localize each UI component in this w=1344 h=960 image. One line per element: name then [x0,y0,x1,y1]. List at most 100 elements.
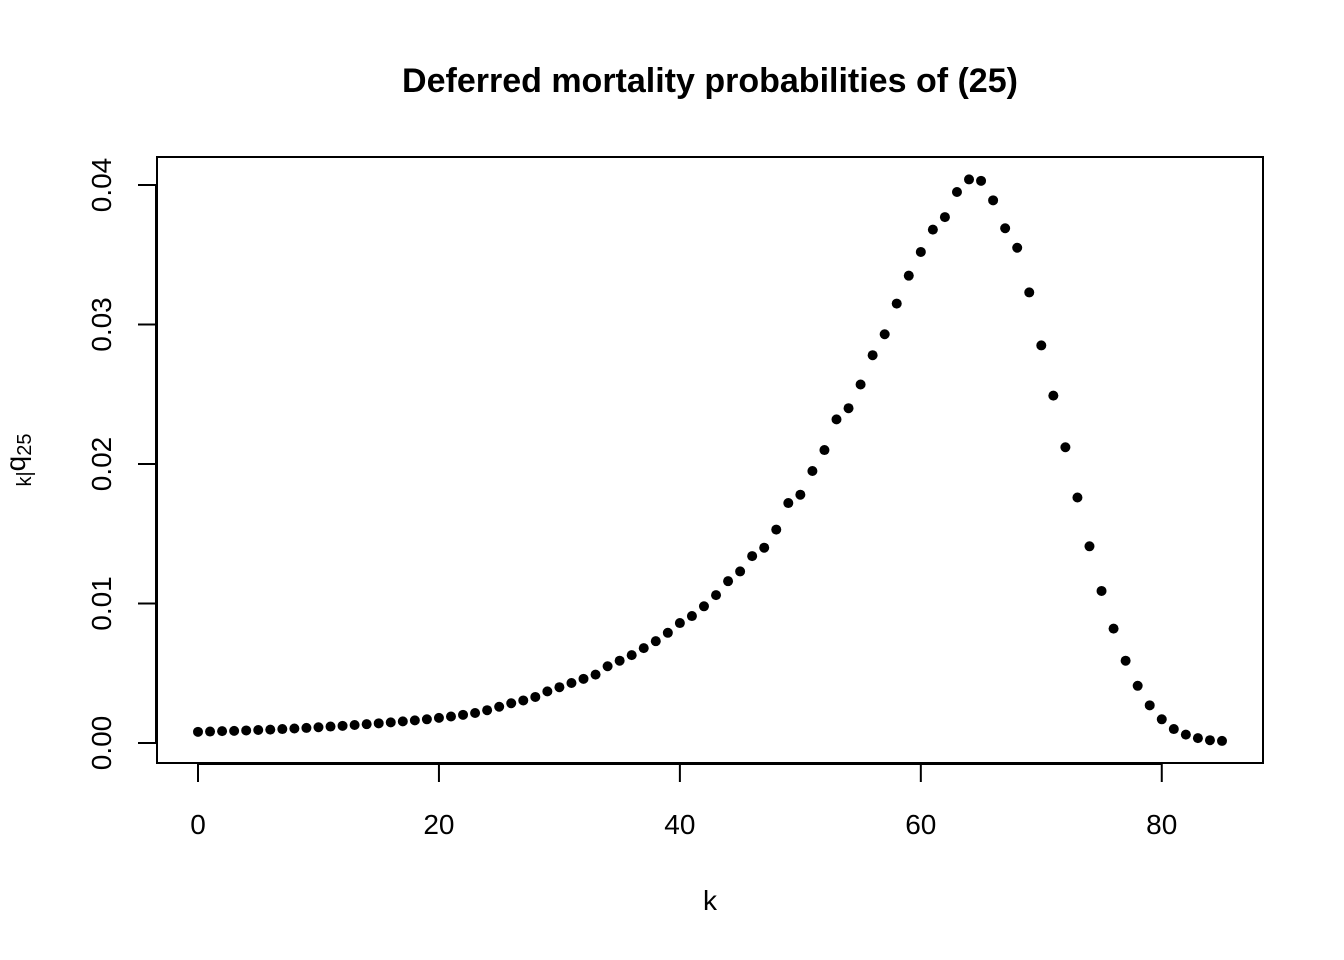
data-point [1096,585,1107,596]
data-point [590,669,601,680]
data-point [1012,242,1023,253]
data-point [964,174,975,185]
data-point [385,717,396,728]
data-point [578,673,589,684]
data-point [217,726,228,737]
data-point [723,576,734,587]
data-point [626,650,637,661]
data-point [554,682,565,693]
data-point [409,715,420,726]
data-point [1024,287,1035,298]
data-point [1060,442,1071,453]
data-point [542,686,553,697]
data-point [193,726,203,737]
data-point [1108,623,1119,634]
data-point [325,721,336,732]
chart-title: Deferred mortality probabilities of (25) [402,62,1018,100]
data-point [951,186,962,197]
data-point [277,724,288,735]
data-point [759,542,770,553]
data-point [867,350,878,361]
data-point [819,445,830,456]
data-point [735,566,746,577]
data-point [1168,724,1179,735]
data-point [530,691,541,702]
data-point [795,489,806,500]
data-point [373,718,384,729]
data-point [1120,655,1131,666]
data-points [193,174,1227,746]
x-tick-label: 60 [905,809,936,840]
data-point [711,590,722,601]
y-tick-label: 0.03 [86,297,117,352]
data-point [662,627,673,638]
y-axis-label: k|q25 [0,433,36,486]
x-tick-label: 40 [664,809,695,840]
data-point [843,403,854,414]
data-point [1000,223,1011,234]
x-axis-label: k [703,885,718,916]
data-point [506,698,517,709]
data-point [1084,541,1095,552]
data-point [433,712,444,723]
y-axis: 0.00 0.01 0.02 0.03 0.04 [86,158,157,771]
data-point [771,524,782,535]
data-point [397,716,408,727]
data-point [229,725,240,736]
x-tick-label: 80 [1146,809,1177,840]
data-point [976,175,987,186]
data-point [1132,680,1143,691]
data-point [1144,700,1155,711]
data-point [1072,492,1083,503]
data-point [253,725,264,736]
data-point [879,329,890,340]
data-point [482,705,493,716]
data-point [686,611,697,622]
data-point [915,246,926,257]
data-point [494,701,505,712]
data-point [1192,733,1203,744]
data-point [783,498,794,509]
x-axis: 0 20 40 60 80 [190,763,1177,840]
y-tick-label: 0.02 [86,437,117,492]
y-tick-label: 0.01 [86,576,117,631]
data-point [614,655,625,666]
x-tick-label: 20 [423,809,454,840]
plot-frame [156,156,1264,764]
y-axis-label-main: q [0,456,31,472]
data-point [903,270,914,281]
x-tick-label: 0 [190,809,206,840]
data-point [205,726,216,737]
data-point [265,724,276,735]
data-point [855,379,866,390]
data-point [638,643,649,654]
data-point [747,551,758,562]
data-point [349,720,360,731]
data-point [1036,340,1047,351]
data-point [361,719,372,730]
data-point [939,212,950,223]
y-axis-label-subscript: 25 [14,433,36,455]
data-point [241,725,252,736]
data-point [1156,714,1167,725]
data-point [1048,390,1059,401]
data-point [566,678,577,689]
data-point [650,636,661,647]
data-point [313,722,324,733]
data-point [470,708,481,719]
data-point [445,711,456,722]
data-point [891,298,902,309]
data-point [831,414,842,425]
data-point [1217,735,1227,746]
y-tick-label: 0.00 [86,716,117,771]
data-point [674,618,685,629]
y-axis-label-prefix: k| [14,471,36,486]
y-tick-label: 0.04 [86,158,117,213]
data-point [289,723,300,734]
data-point [988,195,999,206]
data-point [1180,729,1191,740]
data-point [458,709,469,720]
data-point [927,224,938,235]
data-point [807,465,818,476]
